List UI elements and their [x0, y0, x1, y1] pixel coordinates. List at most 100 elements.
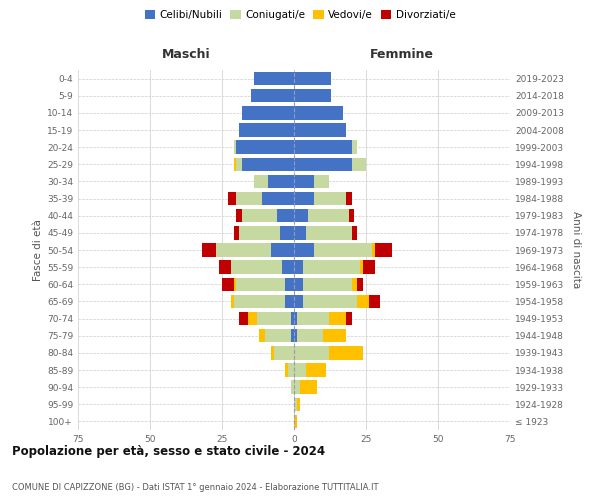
Y-axis label: Fasce di età: Fasce di età	[33, 219, 43, 281]
Bar	[294, 140, 352, 154]
Bar	[294, 398, 297, 411]
Bar	[305, 364, 326, 376]
Bar	[242, 209, 277, 222]
Bar	[262, 192, 294, 205]
Bar	[236, 209, 242, 222]
Bar	[291, 312, 294, 326]
Bar	[308, 209, 349, 222]
Legend: Celibi/Nubili, Coniugati/e, Vedovi/e, Divorziati/e: Celibi/Nubili, Coniugati/e, Vedovi/e, Di…	[143, 8, 457, 22]
Text: Femmine: Femmine	[370, 48, 434, 62]
Bar	[329, 346, 363, 360]
Bar	[294, 226, 305, 239]
Text: COMUNE DI CAPIZZONE (BG) - Dati ISTAT 1° gennaio 2024 - Elaborazione TUTTITALIA.: COMUNE DI CAPIZZONE (BG) - Dati ISTAT 1°…	[12, 484, 379, 492]
Bar	[314, 174, 329, 188]
Bar	[286, 364, 288, 376]
Bar	[302, 278, 352, 291]
Bar	[239, 312, 248, 326]
Bar	[294, 380, 300, 394]
Bar	[233, 294, 286, 308]
Bar	[346, 192, 352, 205]
Bar	[254, 72, 294, 86]
Bar	[358, 294, 369, 308]
Bar	[280, 226, 294, 239]
Bar	[233, 158, 236, 171]
Bar	[294, 414, 297, 428]
Text: Popolazione per età, sesso e stato civile - 2024: Popolazione per età, sesso e stato civil…	[12, 444, 325, 458]
Bar	[219, 260, 230, 274]
Bar	[294, 294, 302, 308]
Bar	[297, 312, 329, 326]
Bar	[239, 226, 280, 239]
Bar	[216, 244, 271, 256]
Bar	[294, 158, 352, 171]
Bar	[236, 158, 242, 171]
Bar	[314, 192, 346, 205]
Bar	[360, 260, 363, 274]
Bar	[349, 209, 355, 222]
Bar	[233, 140, 236, 154]
Bar	[294, 312, 297, 326]
Bar	[302, 260, 360, 274]
Bar	[352, 140, 358, 154]
Bar	[271, 244, 294, 256]
Bar	[294, 192, 314, 205]
Bar	[294, 244, 314, 256]
Bar	[363, 260, 374, 274]
Bar	[305, 226, 352, 239]
Bar	[314, 244, 372, 256]
Bar	[274, 346, 294, 360]
Bar	[297, 398, 300, 411]
Bar	[352, 158, 366, 171]
Bar	[294, 72, 331, 86]
Bar	[294, 89, 331, 102]
Bar	[294, 346, 329, 360]
Text: Maschi: Maschi	[161, 48, 211, 62]
Bar	[236, 140, 294, 154]
Bar	[271, 346, 274, 360]
Bar	[288, 364, 294, 376]
Bar	[242, 106, 294, 120]
Bar	[242, 158, 294, 171]
Bar	[230, 294, 233, 308]
Bar	[228, 192, 236, 205]
Bar	[294, 209, 308, 222]
Bar	[374, 244, 392, 256]
Bar	[291, 380, 294, 394]
Bar	[230, 260, 283, 274]
Bar	[297, 329, 323, 342]
Bar	[300, 380, 317, 394]
Bar	[222, 278, 233, 291]
Bar	[259, 329, 265, 342]
Bar	[286, 278, 294, 291]
Bar	[233, 226, 239, 239]
Bar	[372, 244, 374, 256]
Bar	[283, 260, 294, 274]
Bar	[369, 294, 380, 308]
Bar	[286, 294, 294, 308]
Y-axis label: Anni di nascita: Anni di nascita	[571, 212, 581, 288]
Bar	[294, 260, 302, 274]
Bar	[294, 278, 302, 291]
Bar	[358, 278, 363, 291]
Bar	[346, 312, 352, 326]
Bar	[294, 364, 305, 376]
Bar	[294, 329, 297, 342]
Bar	[265, 329, 291, 342]
Bar	[257, 312, 291, 326]
Bar	[294, 174, 314, 188]
Bar	[233, 278, 236, 291]
Bar	[248, 312, 257, 326]
Bar	[236, 192, 262, 205]
Bar	[323, 329, 346, 342]
Bar	[202, 244, 216, 256]
Bar	[268, 174, 294, 188]
Bar	[302, 294, 358, 308]
Bar	[291, 329, 294, 342]
Bar	[277, 209, 294, 222]
Bar	[294, 124, 346, 136]
Bar	[352, 226, 358, 239]
Bar	[251, 89, 294, 102]
Bar	[352, 278, 358, 291]
Bar	[294, 106, 343, 120]
Bar	[236, 278, 286, 291]
